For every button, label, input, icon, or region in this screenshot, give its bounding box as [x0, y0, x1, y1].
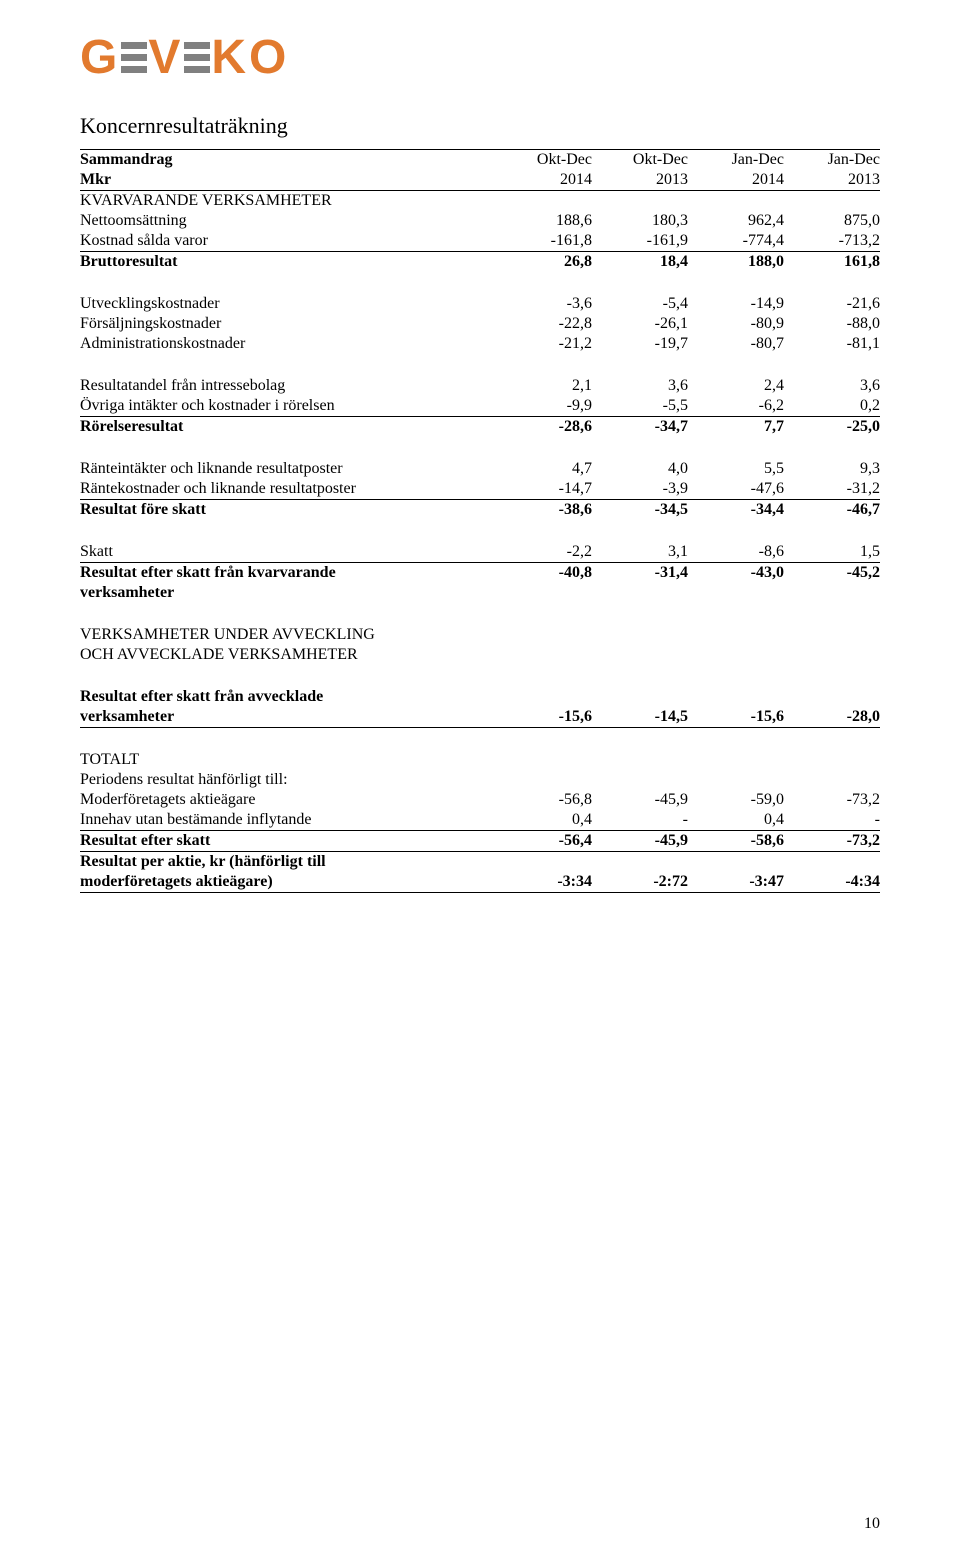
row-verks-under-1: VERKSAMHETER UNDER AVVECKLING	[80, 625, 880, 645]
row-innehav: Innehav utan bestämande inflytande 0,4 -…	[80, 810, 880, 831]
col3-bot: 2014	[688, 170, 784, 191]
row-utvecklings: Utvecklingskostnader -3,6 -5,4 -14,9 -21…	[80, 294, 880, 314]
row-resultat-avveck-1: Resultat efter skatt från avvecklade	[80, 687, 880, 707]
header-mkr: Mkr	[80, 170, 496, 191]
col2-top: Okt-Dec	[592, 150, 688, 171]
logo-g: G	[80, 30, 120, 85]
row-resultat-efter-skatt: Resultat efter skatt -56,4 -45,9 -58,6 -…	[80, 831, 880, 852]
row-verksamheter-1: verksamheter	[80, 583, 880, 603]
col3-top: Jan-Dec	[688, 150, 784, 171]
col4-top: Jan-Dec	[784, 150, 880, 171]
logo-ko: KO	[211, 30, 289, 85]
row-moder: Moderföretagets aktieägare -56,8 -45,9 -…	[80, 790, 880, 810]
page-number: 10	[864, 1515, 880, 1533]
logo-bars-icon	[121, 42, 147, 73]
row-rantekostnader: Räntekostnader och liknande resultatpost…	[80, 479, 880, 500]
row-resultatandel: Resultatandel från intressebolag 2,1 3,6…	[80, 376, 880, 396]
row-nettoomsattning: Nettoomsättning 188,6 180,3 962,4 875,0	[80, 211, 880, 231]
row-resultat-per-aktie-1: Resultat per aktie, kr (hänförligt till	[80, 852, 880, 873]
page-title: Koncernresultaträkning	[80, 113, 880, 139]
row-forsaljnings: Försäljningskostnader -22,8 -26,1 -80,9 …	[80, 314, 880, 334]
row-ovriga-intakter: Övriga intäkter och kostnader i rörelsen…	[80, 396, 880, 417]
row-periodens: Periodens resultat hänförligt till:	[80, 770, 880, 790]
row-administrations: Administrationskostnader -21,2 -19,7 -80…	[80, 334, 880, 354]
row-rorelseresultat: Rörelseresultat -28,6 -34,7 7,7 -25,0	[80, 417, 880, 438]
logo-text: G V KO	[80, 30, 880, 85]
row-kostnad-salda: Kostnad sålda varor -161,8 -161,9 -774,4…	[80, 231, 880, 252]
logo: G V KO	[80, 30, 880, 85]
row-resultat-fore-skatt: Resultat före skatt -38,6 -34,5 -34,4 -4…	[80, 500, 880, 521]
row-bruttoresultat: Bruttoresultat 26,8 18,4 188,0 161,8	[80, 252, 880, 273]
row-totalt: TOTALT	[80, 750, 880, 770]
row-resultat-per-aktie-2: moderföretagets aktieägare) -3:34 -2:72 …	[80, 872, 880, 893]
logo-bars-icon	[184, 42, 210, 73]
col1-top: Okt-Dec	[496, 150, 592, 171]
row-skatt: Skatt -2,2 3,1 -8,6 1,5	[80, 542, 880, 563]
row-verks-under-2: OCH AVVECKLADE VERKSAMHETER	[80, 645, 880, 665]
row-ranteintakter: Ränteintäkter och liknande resultatposte…	[80, 459, 880, 479]
row-kvarvarande: KVARVARANDE VERKSAMHETER	[80, 191, 880, 212]
row-resultat-avveck-2: verksamheter -15,6 -14,5 -15,6 -28,0	[80, 707, 880, 728]
table-header-row1: Sammandrag Okt-Dec Okt-Dec Jan-Dec Jan-D…	[80, 150, 880, 171]
col4-bot: 2013	[784, 170, 880, 191]
header-sammandrag: Sammandrag	[80, 150, 496, 171]
logo-v: V	[148, 30, 183, 85]
col2-bot: 2013	[592, 170, 688, 191]
col1-bot: 2014	[496, 170, 592, 191]
table-header-row2: Mkr 2014 2013 2014 2013	[80, 170, 880, 191]
row-resultat-efter-kvar: Resultat efter skatt från kvarvarande -4…	[80, 563, 880, 584]
financial-table: Sammandrag Okt-Dec Okt-Dec Jan-Dec Jan-D…	[80, 149, 880, 893]
